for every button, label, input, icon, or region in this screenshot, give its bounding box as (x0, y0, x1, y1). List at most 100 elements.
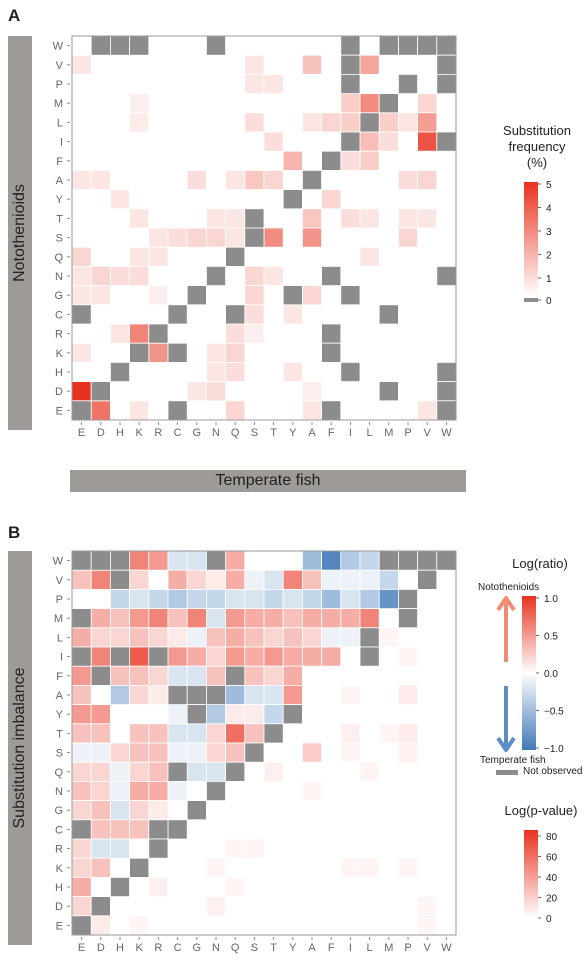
heatmap-cell (129, 265, 150, 286)
heatmap-cell (71, 169, 92, 190)
heatmap-cell-not-observed (205, 550, 226, 571)
heatmap-cell-not-observed (397, 589, 418, 610)
heatmap-cell (148, 800, 169, 821)
heatmap-cell (340, 150, 361, 171)
x-tick-label: M (384, 942, 393, 954)
x-tick-label: V (424, 427, 432, 439)
heatmap-cell-not-observed (340, 35, 361, 56)
heatmap-cell (110, 838, 131, 859)
heatmap-cell (90, 800, 111, 821)
heatmap-cell (71, 285, 92, 306)
heatmap-cell-not-observed (436, 361, 457, 382)
heatmap-cell (110, 608, 131, 629)
y-tick-label: W (53, 556, 64, 568)
heatmap-cell (225, 646, 246, 667)
heatmap-cell-not-observed (186, 285, 207, 306)
legend-p-scale: 80 60 40 20 0 (524, 830, 558, 925)
heatmap-cell (71, 857, 92, 878)
heatmap-cell (110, 819, 131, 840)
y-tick-label: A (56, 175, 64, 187)
legend-ratio-tick-label: 1.0 (544, 594, 558, 605)
heatmap-cell (186, 665, 207, 686)
heatmap-cell-not-observed (225, 761, 246, 782)
heatmap-cell (301, 112, 322, 133)
heatmap-cell (90, 627, 111, 648)
x-tick-label: K (136, 942, 144, 954)
heatmap-cell (301, 550, 322, 571)
heatmap-cell (205, 896, 226, 917)
heatmap-cell (244, 646, 265, 667)
heatmap-cell-not-observed (167, 304, 188, 325)
heatmap-cell (129, 608, 150, 629)
heatmap-cell (321, 569, 342, 590)
heatmap-cell (186, 550, 207, 571)
plot-frame (71, 550, 457, 936)
heatmap-cell-not-observed (378, 550, 399, 571)
heatmap-cell (129, 800, 150, 821)
heatmap-cell-not-observed (436, 131, 457, 152)
x-tick-label: W (441, 942, 452, 954)
y-tick-label: W (53, 41, 64, 53)
heatmap-cell (225, 550, 246, 571)
heatmap-cell (129, 646, 150, 667)
legend-ratio-tick-label: −1.0 (544, 744, 564, 755)
legend-ratio-tick-label: 0.5 (544, 632, 558, 643)
heatmap-cell (378, 589, 399, 610)
heatmap-cell (71, 723, 92, 744)
heatmap-cell (225, 742, 246, 763)
heatmap-cell-not-observed (263, 723, 284, 744)
heatmap-cell (110, 761, 131, 782)
heatmap-cell-not-observed (301, 169, 322, 190)
heatmap-cell (110, 800, 131, 821)
heatmap-cell (90, 285, 111, 306)
heatmap-cell (301, 285, 322, 306)
heatmap-cell (167, 569, 188, 590)
heatmap-cell (378, 627, 399, 648)
legend-p-gradient (524, 830, 538, 918)
heatmap-cell-not-observed (90, 35, 111, 56)
heatmap-cell (148, 665, 169, 686)
heatmap-cell (225, 608, 246, 629)
heatmap-cell-not-observed (110, 550, 131, 571)
heatmap-cell (90, 169, 111, 190)
heatmap-cell (397, 857, 418, 878)
x-tick-label: A (308, 942, 316, 954)
heatmap-cell (110, 323, 131, 344)
y-tick-label: N (55, 786, 63, 798)
heatmap-cell (71, 627, 92, 648)
x-tick-label: I (349, 942, 352, 954)
heatmap-cell (263, 646, 284, 667)
heatmap-cell (225, 569, 246, 590)
heatmap-cell (359, 131, 380, 152)
heatmap-cell (359, 857, 380, 878)
heatmap-cell (71, 780, 92, 801)
heatmap-cell-not-observed (90, 550, 111, 571)
heatmap-cell (225, 323, 246, 344)
y-tick-label: N (55, 271, 63, 283)
heatmap-cell (186, 742, 207, 763)
x-tick-label: F (328, 427, 335, 439)
panel-a-row-bar-label: Notothenioids (11, 184, 28, 282)
heatmap-cell (90, 400, 111, 421)
x-tick-label: P (404, 427, 411, 439)
heatmap-cell (282, 361, 303, 382)
heatmap-cell (321, 550, 342, 571)
panel-a-col-bar-label: Temperate fish (215, 472, 321, 489)
heatmap-cell (129, 569, 150, 590)
heatmap-cell-not-observed (71, 915, 92, 936)
x-tick-label: I (349, 427, 352, 439)
heatmap-cell-not-observed (71, 608, 92, 629)
y-tick-label: T (56, 213, 63, 225)
heatmap-cell (205, 589, 226, 610)
y-tick-label: D (55, 386, 63, 398)
heatmap-cell (225, 876, 246, 897)
heatmap-cell (359, 208, 380, 229)
heatmap-cell (263, 131, 284, 152)
heatmap-cell (110, 684, 131, 705)
heatmap-cell-not-observed (225, 246, 246, 267)
heatmap-cell (90, 742, 111, 763)
heatmap-cell (321, 112, 342, 133)
heatmap-cell (148, 627, 169, 648)
legend-a-tick-label: 4 (546, 204, 552, 215)
heatmap-cell (301, 627, 322, 648)
